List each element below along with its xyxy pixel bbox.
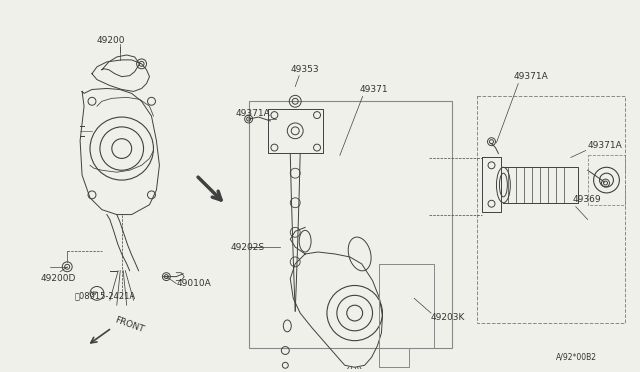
Bar	[248, 101, 452, 347]
Text: A/92*00B2: A/92*00B2	[556, 353, 597, 362]
Text: 49200D: 49200D	[40, 274, 76, 283]
Text: 49202S: 49202S	[231, 243, 265, 251]
Text: 49353: 49353	[291, 65, 319, 74]
Text: Ⓦ08915-2421A: Ⓦ08915-2421A	[74, 292, 135, 301]
Text: 49203K: 49203K	[431, 314, 465, 323]
Text: 49371: 49371	[360, 85, 388, 94]
Text: 49371A: 49371A	[588, 141, 623, 150]
Text: 49371A: 49371A	[513, 72, 548, 81]
Text: 49200: 49200	[97, 36, 125, 45]
Text: FRONT: FRONT	[114, 315, 145, 334]
Text: w: w	[91, 291, 97, 296]
Text: 49369: 49369	[573, 195, 602, 204]
Text: 49371A: 49371A	[236, 109, 271, 118]
Text: 49010A: 49010A	[176, 279, 211, 288]
Bar	[477, 96, 625, 323]
